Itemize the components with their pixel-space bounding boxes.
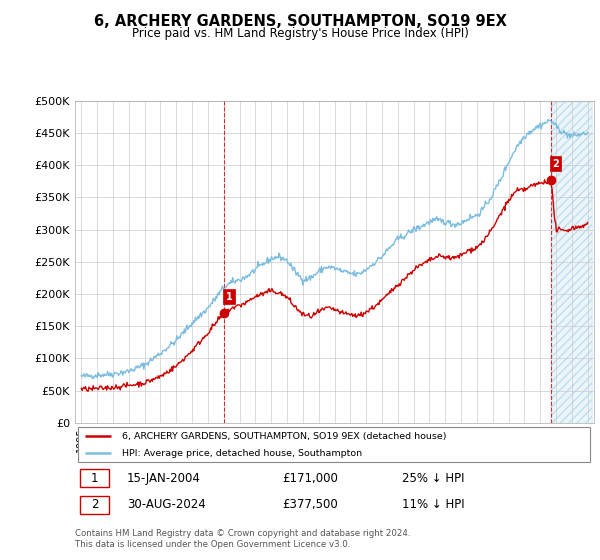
Text: 1: 1 bbox=[91, 472, 98, 485]
Bar bbox=[551, 101, 592, 423]
Text: 25% ↓ HPI: 25% ↓ HPI bbox=[402, 472, 464, 485]
Text: 30-AUG-2024: 30-AUG-2024 bbox=[127, 498, 206, 511]
Text: £377,500: £377,500 bbox=[283, 498, 338, 511]
Text: 6, ARCHERY GARDENS, SOUTHAMPTON, SO19 9EX (detached house): 6, ARCHERY GARDENS, SOUTHAMPTON, SO19 9E… bbox=[122, 432, 446, 441]
Text: £171,000: £171,000 bbox=[283, 472, 338, 485]
Text: 2: 2 bbox=[552, 158, 559, 169]
FancyBboxPatch shape bbox=[80, 496, 109, 514]
Text: 15-JAN-2004: 15-JAN-2004 bbox=[127, 472, 201, 485]
Text: 6, ARCHERY GARDENS, SOUTHAMPTON, SO19 9EX: 6, ARCHERY GARDENS, SOUTHAMPTON, SO19 9E… bbox=[94, 14, 506, 29]
Text: Price paid vs. HM Land Registry's House Price Index (HPI): Price paid vs. HM Land Registry's House … bbox=[131, 27, 469, 40]
Text: HPI: Average price, detached house, Southampton: HPI: Average price, detached house, Sout… bbox=[122, 449, 362, 458]
Text: 11% ↓ HPI: 11% ↓ HPI bbox=[402, 498, 464, 511]
Text: This data is licensed under the Open Government Licence v3.0.: This data is licensed under the Open Gov… bbox=[75, 540, 350, 549]
Text: Contains HM Land Registry data © Crown copyright and database right 2024.: Contains HM Land Registry data © Crown c… bbox=[75, 529, 410, 538]
Text: 1: 1 bbox=[226, 292, 232, 302]
FancyBboxPatch shape bbox=[80, 469, 109, 487]
Bar bbox=[551, 101, 592, 423]
Text: 2: 2 bbox=[91, 498, 98, 511]
FancyBboxPatch shape bbox=[77, 427, 590, 462]
